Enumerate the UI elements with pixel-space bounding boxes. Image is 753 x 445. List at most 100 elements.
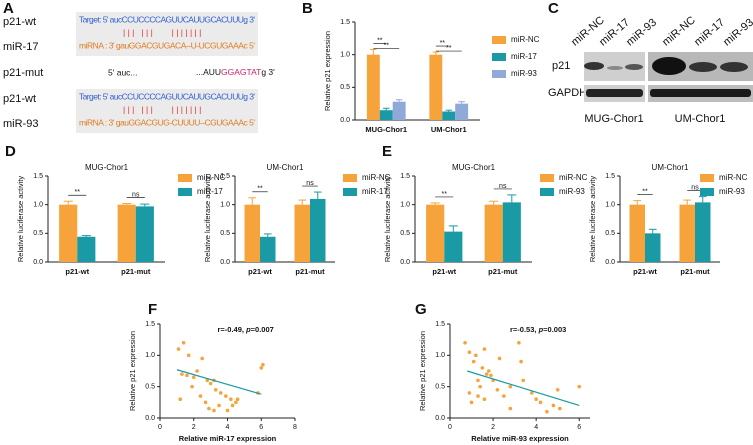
pairing: | | | | | | | | | | | | | bbox=[123, 104, 201, 114]
lane-label: miR-17 bbox=[692, 17, 727, 49]
point bbox=[534, 397, 538, 402]
band bbox=[625, 64, 643, 70]
x-tick-label: p21-mut bbox=[488, 267, 518, 276]
legend-label: miR-93 bbox=[559, 187, 585, 196]
point bbox=[486, 369, 491, 373]
y-axis-label: Relative luciferase activity bbox=[16, 176, 25, 263]
chart-title: MUG-Chor1 bbox=[452, 163, 496, 172]
point bbox=[482, 347, 487, 351]
bar bbox=[645, 233, 661, 262]
point bbox=[476, 394, 480, 398]
y-tick-label: 0.5 bbox=[145, 384, 155, 391]
point bbox=[224, 394, 228, 398]
point bbox=[577, 384, 582, 389]
legend-label: miR-93 bbox=[719, 187, 745, 196]
point bbox=[218, 391, 223, 395]
point bbox=[495, 388, 500, 392]
mut-sequence: 5' auc... bbox=[108, 67, 138, 77]
sig-label: ** bbox=[257, 186, 263, 193]
point bbox=[198, 394, 203, 398]
legend-swatch bbox=[492, 70, 506, 78]
row-label: p21-wt bbox=[3, 93, 36, 105]
point bbox=[502, 394, 506, 398]
row-label: p21-wt bbox=[3, 16, 36, 28]
bar bbox=[379, 110, 393, 120]
lane-label: miR-93 bbox=[721, 17, 753, 49]
bar bbox=[117, 204, 136, 262]
group-label: UM-Chor1 bbox=[675, 113, 726, 125]
target-sequence: Target: 5' aucCCUCCCCAGUUCAUUGCACUUUg 3' bbox=[79, 14, 255, 24]
y-tick-label: 0.5 bbox=[435, 384, 445, 391]
x-tick-label: 0 bbox=[448, 424, 452, 431]
y-tick-label: 1.0 bbox=[220, 202, 230, 209]
bar bbox=[294, 204, 310, 262]
point bbox=[186, 353, 191, 358]
blot: miR-NC miR-17 miR-93 miR-NC miR-17 miR-9… bbox=[548, 14, 753, 125]
x-axis-label: Relative miR-93 expression bbox=[471, 434, 569, 443]
point bbox=[482, 397, 487, 402]
legend-label: miR-NC bbox=[511, 35, 540, 44]
point bbox=[181, 341, 186, 345]
y-axis-label: Relative luciferase activity bbox=[588, 176, 597, 263]
y-tick-label: 1.5 bbox=[340, 19, 350, 26]
y-tick-label: 0.0 bbox=[435, 415, 445, 422]
legend-label: miR-NC bbox=[719, 173, 748, 182]
correlation-part: p bbox=[538, 325, 544, 334]
point bbox=[517, 341, 521, 345]
x-tick-label: 6 bbox=[259, 424, 263, 431]
x-tick-label: p21-mut bbox=[295, 267, 325, 276]
bar bbox=[77, 236, 96, 262]
x-tick-label: p21-mut bbox=[121, 267, 151, 276]
point bbox=[480, 366, 485, 370]
lane-label: miR-93 bbox=[624, 17, 659, 49]
x-tick-label: 6 bbox=[577, 424, 581, 431]
chart-title: UM-Chor1 bbox=[267, 163, 304, 172]
bar bbox=[392, 101, 406, 120]
y-tick-label: 1.5 bbox=[145, 321, 155, 328]
point bbox=[178, 397, 183, 402]
correlation-part: r=-0.49, bbox=[218, 325, 247, 334]
point bbox=[212, 408, 216, 413]
band bbox=[650, 89, 751, 97]
bar bbox=[59, 204, 78, 262]
point bbox=[235, 397, 240, 402]
point bbox=[207, 406, 211, 411]
alignment-box bbox=[76, 12, 258, 56]
point bbox=[476, 378, 480, 383]
y-axis-label: Relative p21 expression bbox=[323, 31, 332, 111]
mirna-sequence: miRNA : 3' gauGGACGUGACA--U-UCGUGAAAc 5' bbox=[79, 40, 255, 50]
trend-line bbox=[467, 370, 580, 407]
point bbox=[521, 378, 526, 383]
point bbox=[213, 388, 218, 392]
bar bbox=[679, 204, 695, 262]
x-tick-label: p21-wt bbox=[248, 267, 272, 276]
point bbox=[467, 391, 472, 395]
mut-sequence: ...AUUGGAGTATg 3' bbox=[196, 67, 275, 77]
point bbox=[259, 366, 264, 370]
y-tick-label: 1.5 bbox=[33, 173, 43, 180]
y-tick-label: 0.0 bbox=[33, 259, 43, 266]
sig-label: ns bbox=[132, 191, 140, 198]
sig-label: ns bbox=[499, 183, 507, 190]
point bbox=[191, 375, 196, 380]
y-tick-label: 0.5 bbox=[220, 230, 230, 237]
panel-label: F bbox=[148, 301, 157, 318]
point bbox=[489, 373, 493, 378]
legend-swatch bbox=[700, 174, 714, 182]
bar bbox=[429, 54, 443, 120]
x-tick-label: UM-Chor1 bbox=[431, 125, 467, 134]
y-tick-label: 0.5 bbox=[605, 230, 615, 237]
target-sequence: Target: 5' aucCCUCCCCAGUUCAUUGCACUUUg 3' bbox=[79, 91, 255, 101]
legend-swatch bbox=[492, 53, 506, 61]
panel-label: E bbox=[382, 143, 392, 160]
y-tick-label: 0.0 bbox=[145, 415, 155, 422]
y-tick-label: 1.0 bbox=[400, 202, 410, 209]
chart-title: UM-Chor1 bbox=[652, 163, 689, 172]
correlation-part: p bbox=[245, 325, 251, 334]
point bbox=[474, 353, 478, 358]
legend-label: miR-17 bbox=[511, 52, 537, 61]
point bbox=[467, 350, 472, 355]
band bbox=[652, 57, 686, 75]
x-tick-label: 0 bbox=[158, 424, 162, 431]
